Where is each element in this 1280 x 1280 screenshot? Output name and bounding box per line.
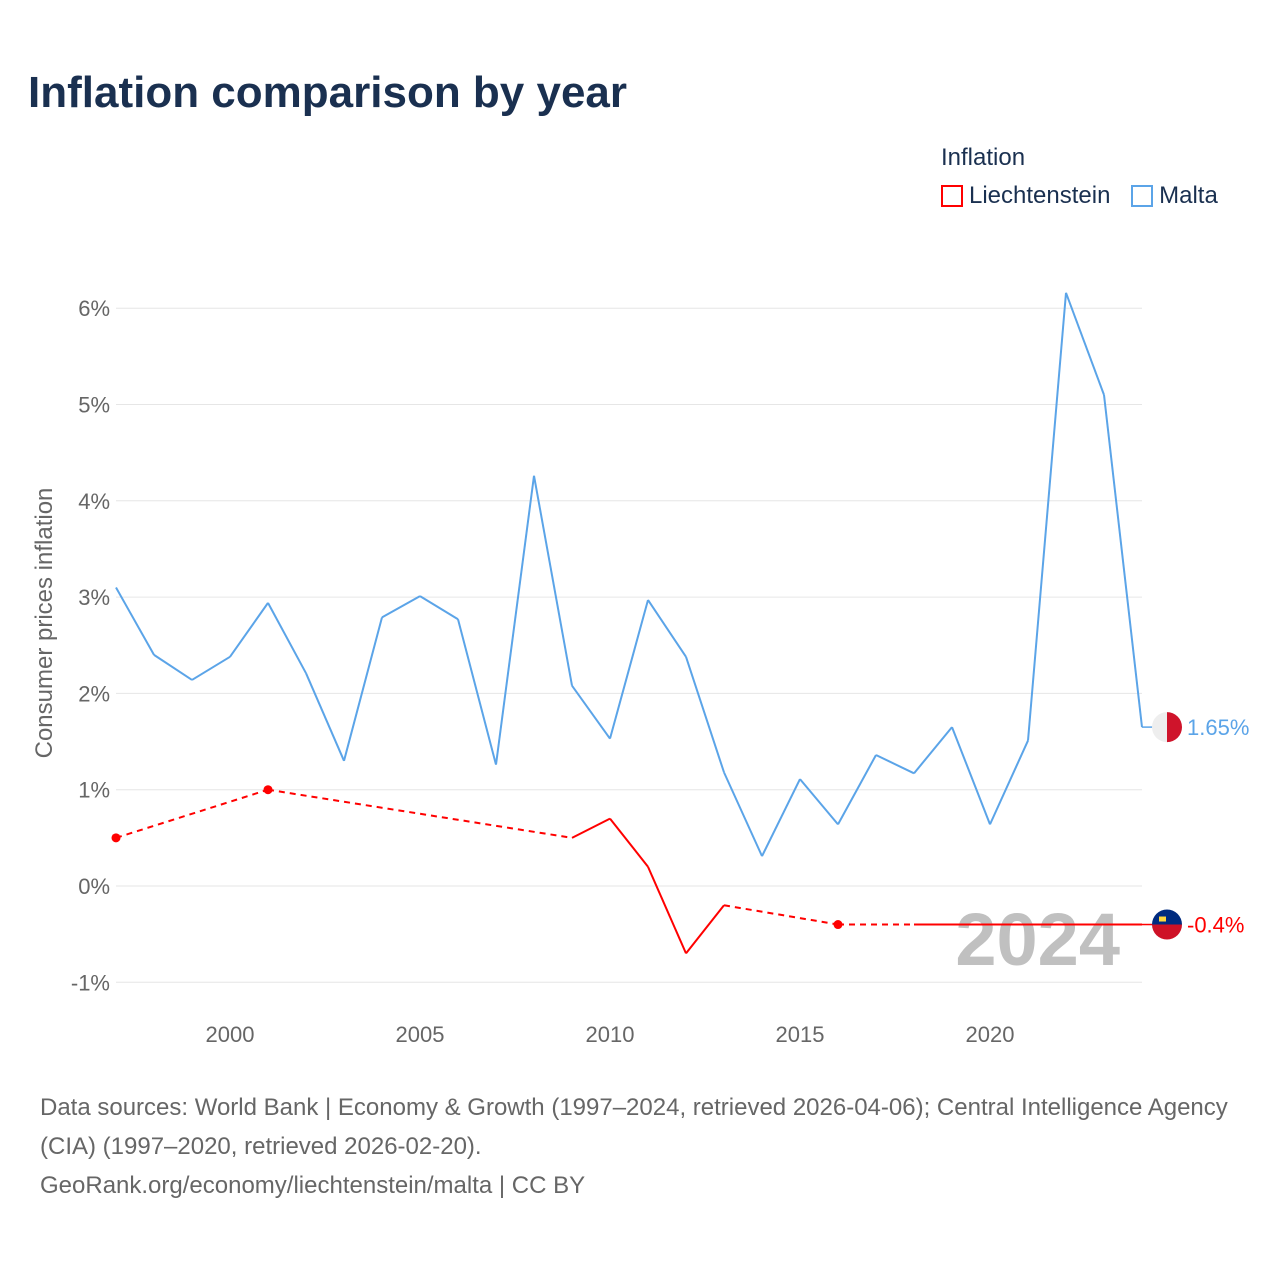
sources: Data sources: World Bank | Economy & Gro… bbox=[40, 1088, 1240, 1205]
legend-swatch bbox=[941, 185, 963, 207]
data-point bbox=[833, 920, 843, 930]
crown-icon bbox=[1159, 916, 1166, 922]
x-tick-label: 2020 bbox=[966, 1022, 1015, 1047]
legend-item-liechtenstein[interactable]: Liechtenstein bbox=[941, 182, 1110, 210]
series-segment-malta bbox=[153, 654, 193, 681]
series-segment-malta bbox=[685, 656, 725, 773]
series-segment-malta bbox=[381, 595, 421, 619]
legend-swatch bbox=[1131, 185, 1154, 207]
y-tick-label: -1% bbox=[71, 970, 110, 995]
series-segment-malta bbox=[533, 475, 573, 686]
series-segment-malta bbox=[647, 599, 687, 658]
liechtenstein-flag-icon bbox=[1152, 909, 1182, 925]
series-segment-liechtenstein bbox=[647, 866, 687, 954]
series-segment-malta bbox=[457, 618, 497, 765]
end-value-label: -0.4% bbox=[1187, 913, 1244, 938]
series-segment-malta bbox=[419, 595, 459, 621]
series-segment-malta bbox=[267, 602, 307, 674]
data-point bbox=[111, 833, 121, 843]
series-segment-malta bbox=[1065, 292, 1105, 396]
legend-item-malta[interactable]: Malta bbox=[1131, 182, 1218, 210]
series-segment-liechtenstein bbox=[609, 817, 649, 868]
end-value-label: 1.65% bbox=[1187, 715, 1249, 740]
y-tick-label: 5% bbox=[78, 393, 110, 418]
y-tick-label: 2% bbox=[78, 681, 110, 706]
series-segment-malta bbox=[571, 685, 611, 740]
series-segment-malta bbox=[875, 754, 915, 775]
series-segment-malta bbox=[191, 655, 231, 681]
x-tick-label: 2000 bbox=[206, 1022, 255, 1047]
y-tick-label: 6% bbox=[78, 296, 110, 321]
x-tick-label: 2010 bbox=[586, 1022, 635, 1047]
legend: Inflation Liechtenstein Malta bbox=[941, 144, 1232, 214]
series-segment-liechtenstein bbox=[685, 904, 725, 955]
sources-text: Data sources: World Bank | Economy & Gro… bbox=[40, 1094, 1228, 1160]
year-watermark: 2024 bbox=[955, 898, 1120, 981]
series-segment-malta bbox=[989, 740, 1029, 825]
y-tick-label: 1% bbox=[78, 778, 110, 803]
malta-flag-icon bbox=[1167, 712, 1182, 743]
series-segment-malta bbox=[951, 726, 991, 825]
legend-label: Liechtenstein bbox=[969, 182, 1111, 209]
sources-link[interactable]: GeoRank.org/economy/liechtenstein/malta … bbox=[40, 1172, 586, 1199]
liechtenstein-flag-icon bbox=[1152, 924, 1182, 940]
series-segment-liechtenstein bbox=[723, 904, 839, 926]
series-segment-malta bbox=[1103, 394, 1143, 728]
series-segment-malta bbox=[305, 672, 345, 762]
y-tick-label: 3% bbox=[78, 585, 110, 610]
series-segment-malta bbox=[913, 726, 953, 774]
series-segment-malta bbox=[1027, 292, 1067, 741]
series-segment-liechtenstein bbox=[267, 788, 573, 839]
legend-title: Inflation bbox=[941, 144, 1026, 171]
series-segment-malta bbox=[229, 602, 269, 658]
data-point bbox=[263, 785, 273, 795]
y-tick-label: 0% bbox=[78, 874, 110, 899]
series-segment-liechtenstein bbox=[115, 788, 269, 839]
chart-title: Inflation comparison by year bbox=[28, 68, 628, 117]
legend-label: Malta bbox=[1159, 182, 1218, 209]
series-segment-malta bbox=[495, 475, 535, 765]
series-segment-malta bbox=[761, 778, 801, 857]
series-segment-malta bbox=[723, 771, 763, 857]
series-segment-malta bbox=[609, 599, 649, 739]
series-segment-malta bbox=[799, 778, 839, 826]
series-segment-malta bbox=[837, 754, 877, 825]
y-tick-label: 4% bbox=[78, 489, 110, 514]
series-segment-malta bbox=[115, 586, 155, 656]
series-segment-malta bbox=[343, 617, 383, 762]
y-axis-label: Consumer prices inflation bbox=[31, 488, 58, 759]
series-segment-liechtenstein bbox=[571, 817, 611, 839]
x-tick-label: 2005 bbox=[396, 1022, 445, 1047]
x-tick-label: 2015 bbox=[776, 1022, 825, 1047]
